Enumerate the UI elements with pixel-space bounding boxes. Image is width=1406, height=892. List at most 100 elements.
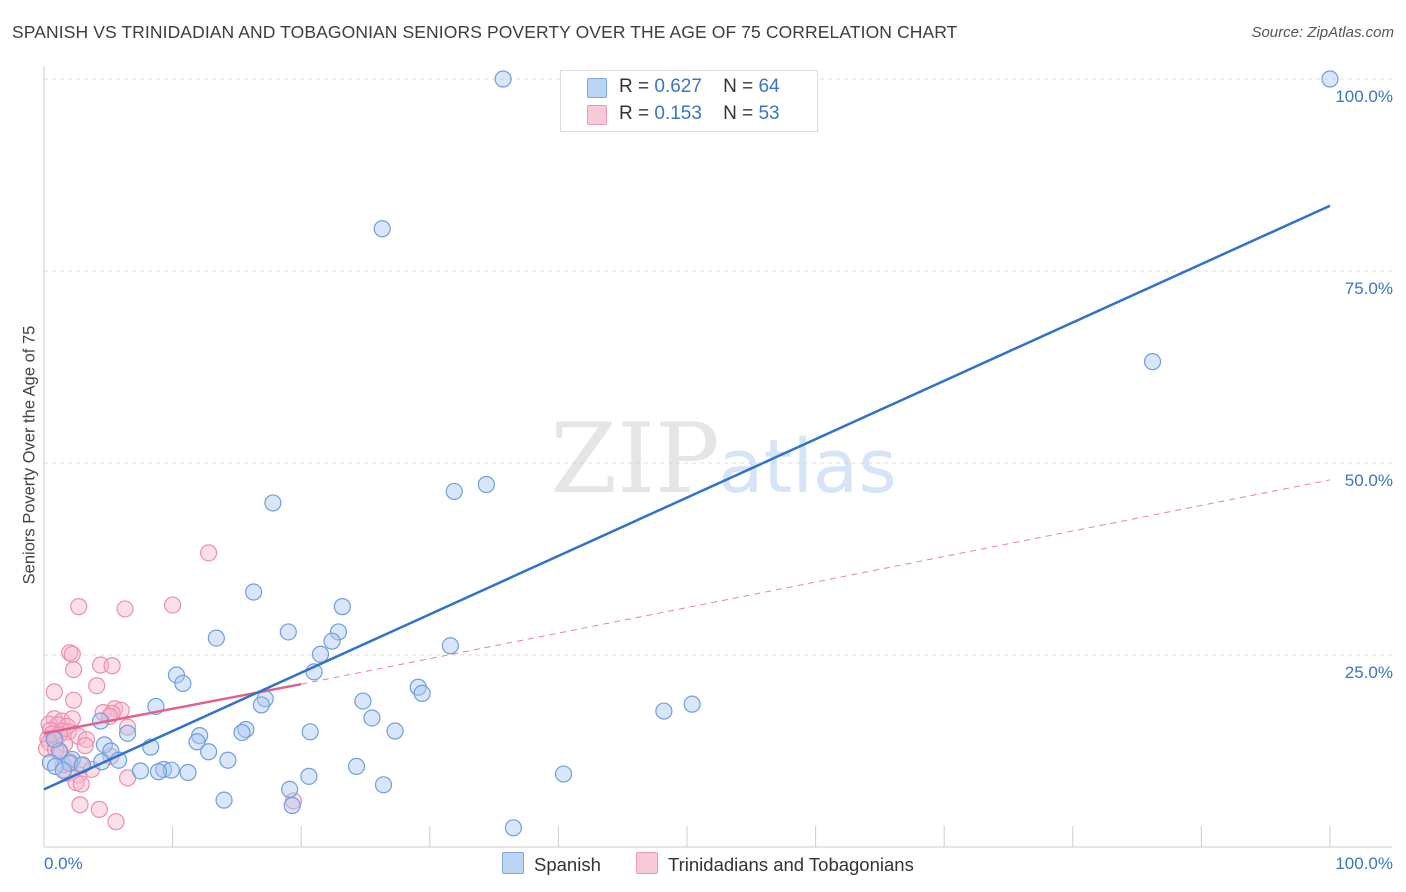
spanish-trendline <box>43 204 1331 791</box>
spanish-point <box>233 723 251 742</box>
spanish-point <box>61 754 79 772</box>
n-label: N = <box>723 103 754 124</box>
n-value: 53 <box>758 103 780 124</box>
spanish-point <box>174 674 192 693</box>
r-value: 0.153 <box>654 103 702 124</box>
trinidadian-point <box>118 718 137 736</box>
watermark-atlas: atlas <box>718 424 897 510</box>
chart-title: SPANISH VS TRINIDADIAN AND TOBAGONIAN SE… <box>12 22 958 42</box>
trinidadian-point <box>90 800 108 818</box>
spanish-point <box>162 761 180 779</box>
spanish-point <box>445 482 463 501</box>
trinidadian-point <box>88 677 106 695</box>
spanish-point <box>149 763 168 781</box>
spanish-point <box>301 723 319 741</box>
trinidadian-point <box>70 598 88 616</box>
trinidadian-point <box>200 544 218 562</box>
spanish-point <box>300 767 318 785</box>
spanish-point <box>363 709 381 727</box>
spanish-point <box>354 692 372 710</box>
trinidadian-point <box>64 660 83 679</box>
spanish-point <box>118 724 137 742</box>
spanish-point <box>323 632 341 650</box>
trinidadian-points <box>37 544 303 831</box>
r-label: R = <box>619 103 650 124</box>
spanish-point <box>494 70 512 88</box>
spanish-point <box>179 763 197 782</box>
n-value: 64 <box>758 76 780 97</box>
gridlines <box>44 78 1392 656</box>
legend-item-trinidadian[interactable]: Trinidadians and Tobagonians <box>636 852 914 876</box>
source-label: Source: ZipAtlas.com <box>1251 24 1394 41</box>
spanish-point <box>283 796 301 815</box>
spanish-point <box>54 761 72 779</box>
x-tick-label-max: 100.0% <box>1335 854 1393 873</box>
r-value: 0.627 <box>654 76 702 97</box>
watermark: ZIP atlas <box>550 403 896 515</box>
y-tick-label: 25.0% <box>1345 663 1393 682</box>
y-tick-label: 50.0% <box>1345 471 1393 490</box>
spanish-point <box>1321 70 1339 88</box>
spanish-point <box>279 623 297 641</box>
trinidadian-point <box>71 796 89 814</box>
trinidadian-point <box>107 813 125 831</box>
stats-legend: R = 0.627 N = 64 R = 0.153 N = 53 <box>560 70 818 132</box>
trinidadian-point <box>103 657 121 675</box>
spanish-point <box>311 645 330 663</box>
y-tick-label: 100.0% <box>1335 87 1393 106</box>
spanish-point <box>504 819 522 837</box>
legend-label-trinidadian: Trinidadians and Tobagonians <box>668 854 914 875</box>
spanish-point <box>386 722 404 740</box>
spanish-point <box>200 743 218 761</box>
spanish-point <box>655 702 673 720</box>
series-legend: Spanish Trinidadians and Tobagonians <box>0 852 1406 878</box>
spanish-point <box>477 475 495 494</box>
spanish-point <box>373 220 391 238</box>
trinidadian-point <box>77 730 96 749</box>
legend-label-spanish: Spanish <box>534 854 601 875</box>
trinidadian-point <box>72 775 90 793</box>
trinidadian-trendline-extended <box>301 479 1331 685</box>
watermark-zip: ZIP <box>550 403 719 515</box>
spanish-point <box>264 494 282 512</box>
legend-item-spanish[interactable]: Spanish <box>502 852 601 876</box>
spanish-point <box>281 780 299 799</box>
x-tick-label-min: 0.0% <box>44 854 83 873</box>
spanish-point <box>46 757 65 775</box>
trinidadian-point <box>64 691 83 709</box>
spanish-point <box>374 776 393 794</box>
trinidadian-point <box>164 596 182 614</box>
spanish-point <box>683 695 701 713</box>
spanish-point <box>207 629 225 647</box>
spanish-point <box>219 751 237 769</box>
trendlines <box>43 204 1331 791</box>
spanish-point <box>333 598 351 616</box>
tick-labels: 25.0% 50.0% 75.0% 100.0% 0.0% 100.0% <box>44 87 1393 873</box>
spanish-point <box>215 791 233 809</box>
trinidadian-legend-swatch <box>636 852 658 874</box>
r-label: R = <box>619 76 650 97</box>
spanish-point <box>441 637 459 655</box>
y-tick-label: 75.0% <box>1345 279 1393 298</box>
spanish-point <box>245 583 263 601</box>
axes <box>43 66 1392 848</box>
trinidadian-point <box>116 600 134 618</box>
trinidadian-swatch <box>587 105 607 125</box>
spanish-point <box>554 765 573 783</box>
n-label: N = <box>723 76 754 97</box>
spanish-swatch <box>587 78 607 98</box>
spanish-point <box>1143 353 1162 371</box>
trinidadian-point <box>45 683 63 701</box>
spanish-point <box>45 730 63 749</box>
spanish-legend-swatch <box>502 852 524 874</box>
spanish-point <box>252 696 270 714</box>
spanish-point <box>413 684 431 703</box>
spanish-point <box>347 757 366 775</box>
trinidadian-point <box>76 737 94 755</box>
spanish-point <box>95 736 114 754</box>
spanish-point <box>188 733 206 751</box>
trinidadian-point <box>63 645 81 663</box>
spanish-point <box>131 762 150 780</box>
spanish-point <box>329 623 348 641</box>
